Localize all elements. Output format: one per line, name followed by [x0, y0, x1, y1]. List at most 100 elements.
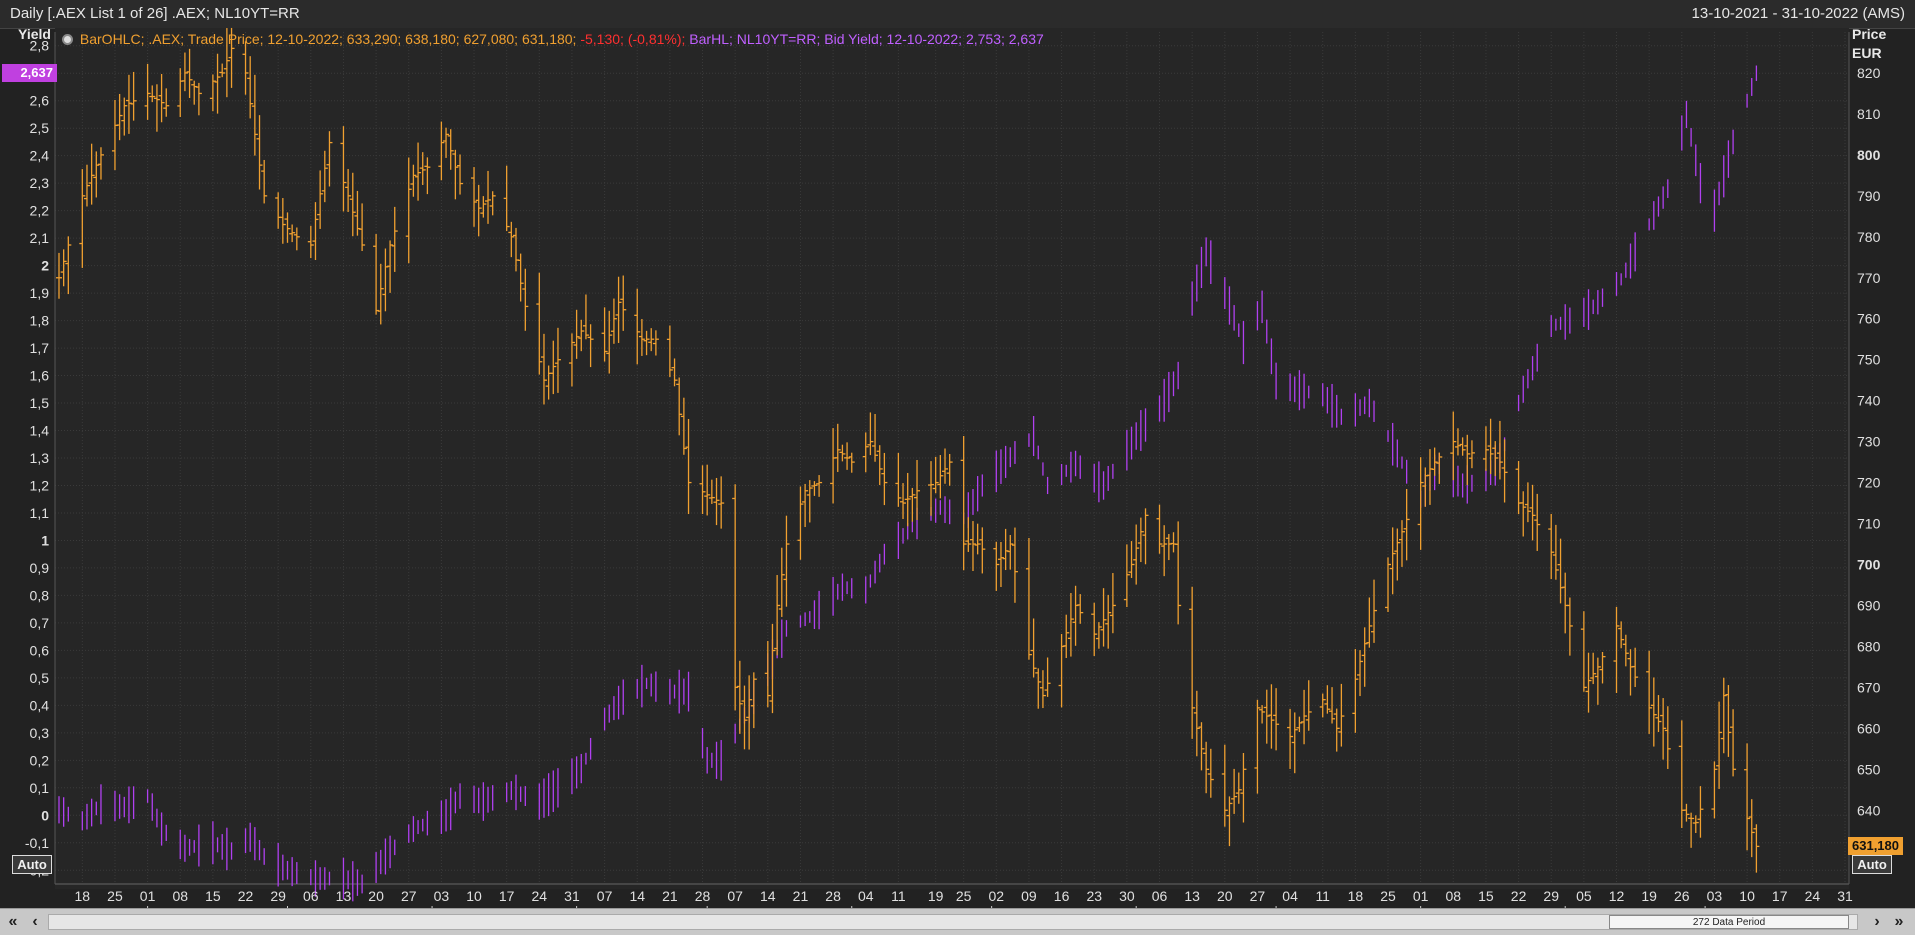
double-right-arrow-icon[interactable]: » — [1894, 913, 1904, 930]
aex-ohlc-bar — [284, 212, 291, 243]
aex-ohlc-bar — [932, 456, 939, 494]
x-tick-label: 24 — [1805, 888, 1821, 904]
double-left-arrow-icon[interactable]: « — [8, 913, 18, 930]
x-tick-label: 22 — [1511, 888, 1527, 904]
x-tick-label: 31 — [1837, 888, 1853, 904]
x-tick-label: 14 — [629, 888, 645, 904]
aex-ohlc-bar — [648, 328, 655, 352]
aex-ohlc-bar — [130, 71, 137, 121]
left-tick-label: 2,5 — [30, 120, 50, 136]
aex-ohlc-bar — [177, 68, 184, 117]
aex-ohlc-bar — [279, 198, 286, 244]
aex-ohlc-bar — [163, 88, 170, 117]
aex-ohlc-bar — [1137, 517, 1144, 563]
x-tick-label: 27 — [1250, 888, 1266, 904]
aex-ohlc-bar — [489, 191, 496, 216]
aex-ohlc-bar — [802, 483, 809, 528]
aex-ohlc-bar — [1744, 743, 1751, 851]
scroll-thumb[interactable]: 272 Data Period — [1609, 915, 1849, 929]
aex-ohlc-bar — [872, 413, 879, 462]
aex-ohlc-bar — [946, 453, 953, 486]
aex-ohlc-bar — [1632, 647, 1639, 688]
scroll-track[interactable]: 272 Data Period — [48, 914, 1858, 930]
left-arrow-icon[interactable]: ‹ — [32, 913, 38, 930]
aex-ohlc-bar — [209, 74, 216, 112]
aex-ohlc-bar — [993, 541, 1000, 591]
aex-ohlc-bar — [387, 240, 394, 293]
aex-ohlc-bar — [750, 672, 757, 729]
aex-ohlc-bar — [1552, 524, 1559, 580]
right-arrow-icon[interactable]: › — [1874, 913, 1880, 930]
gear-icon[interactable] — [62, 34, 73, 45]
right-auto-button[interactable]: Auto — [1852, 855, 1892, 874]
right-tick-label: 720 — [1857, 475, 1881, 491]
right-tick-label: 750 — [1857, 352, 1881, 368]
aex-ohlc-bar — [447, 129, 454, 170]
x-tick-label: 13 — [1184, 888, 1200, 904]
aex-ohlc-bar — [1753, 824, 1760, 873]
aex-ohlc-bar — [1520, 491, 1527, 537]
aex-ohlc-bar — [1077, 594, 1084, 624]
x-tick-label: 07 — [597, 888, 613, 904]
aex-ohlc-bar — [181, 52, 188, 92]
aex-ohlc-bar — [1426, 449, 1433, 505]
aex-ohlc-bar — [881, 452, 888, 506]
aex-ohlc-bar — [1109, 573, 1116, 634]
left-auto-button[interactable]: Auto — [12, 855, 52, 874]
aex-ohlc-bar — [867, 412, 874, 456]
left-tick-label: 1,1 — [30, 505, 50, 521]
aex-ohlc-bar — [1711, 761, 1718, 819]
aex-ohlc-bar — [158, 74, 165, 123]
aex-ohlc-bar — [741, 685, 748, 750]
right-tick-label: 760 — [1857, 311, 1881, 327]
aex-ohlc-bar — [746, 675, 753, 750]
aex-ohlc-bar — [979, 527, 986, 574]
aex-ohlc-bar — [373, 234, 380, 315]
aex-ohlc-bar — [1333, 708, 1340, 752]
aex-ohlc-bar — [554, 327, 561, 393]
aex-ohlc-bar — [1207, 748, 1214, 798]
right-tick-label: 790 — [1857, 188, 1881, 204]
aex-ohlc-bar — [1189, 586, 1196, 739]
aex-ohlc-bar — [1058, 634, 1065, 708]
aex-ohlc-bar — [1268, 684, 1275, 749]
aex-ohlc-bar — [321, 150, 328, 203]
aex-ohlc-bar — [1590, 652, 1597, 685]
aex-ohlc-bar — [1338, 683, 1345, 747]
aex-ohlc-bar — [1627, 649, 1634, 696]
left-tick-label: -0,1 — [25, 835, 49, 851]
aex-ohlc-bar — [769, 623, 776, 714]
aex-ohlc-bar — [293, 227, 300, 251]
left-tick-label: 1,3 — [30, 450, 50, 466]
aex-ohlc-bar — [1464, 434, 1471, 485]
aex-ohlc-bar — [1291, 712, 1298, 774]
left-tick-label: 0,7 — [30, 615, 50, 631]
x-tick-label: 17 — [499, 888, 515, 904]
x-tick-label: 08 — [172, 888, 188, 904]
x-tick-label: 19 — [1641, 888, 1657, 904]
x-tick-label: 05 — [1576, 888, 1592, 904]
aex-ohlc-bar — [1548, 513, 1555, 580]
aex-ohlc-bar — [1585, 652, 1592, 713]
aex-ohlc-bar — [900, 483, 907, 520]
aex-ohlc-bar — [377, 263, 384, 325]
left-tick-label: 2,4 — [30, 148, 50, 164]
aex-ohlc-bar — [1035, 668, 1042, 709]
aex-ohlc-bar — [1403, 488, 1410, 561]
aex-ohlc-bar — [634, 288, 641, 365]
x-tick-label: 18 — [1348, 888, 1364, 904]
aex-ohlc-bar — [1580, 611, 1587, 692]
aex-ohlc-bar — [839, 444, 846, 462]
aex-ohlc-bar — [480, 196, 487, 218]
aex-ohlc-bar — [1301, 689, 1308, 745]
aex-ohlc-bar — [410, 164, 417, 197]
aex-ohlc-bar — [1501, 439, 1508, 503]
aex-ohlc-bar — [93, 151, 100, 198]
x-tick-label: 22 — [238, 888, 254, 904]
aex-ohlc-bar — [1385, 557, 1392, 613]
aex-ohlc-bar — [1128, 541, 1135, 578]
right-tick-label: 700 — [1857, 557, 1881, 573]
time-scrollbar[interactable]: « ‹ 272 Data Period › » — [0, 908, 1915, 935]
x-tick-label: 15 — [1478, 888, 1494, 904]
x-tick-label: 06 — [303, 888, 319, 904]
